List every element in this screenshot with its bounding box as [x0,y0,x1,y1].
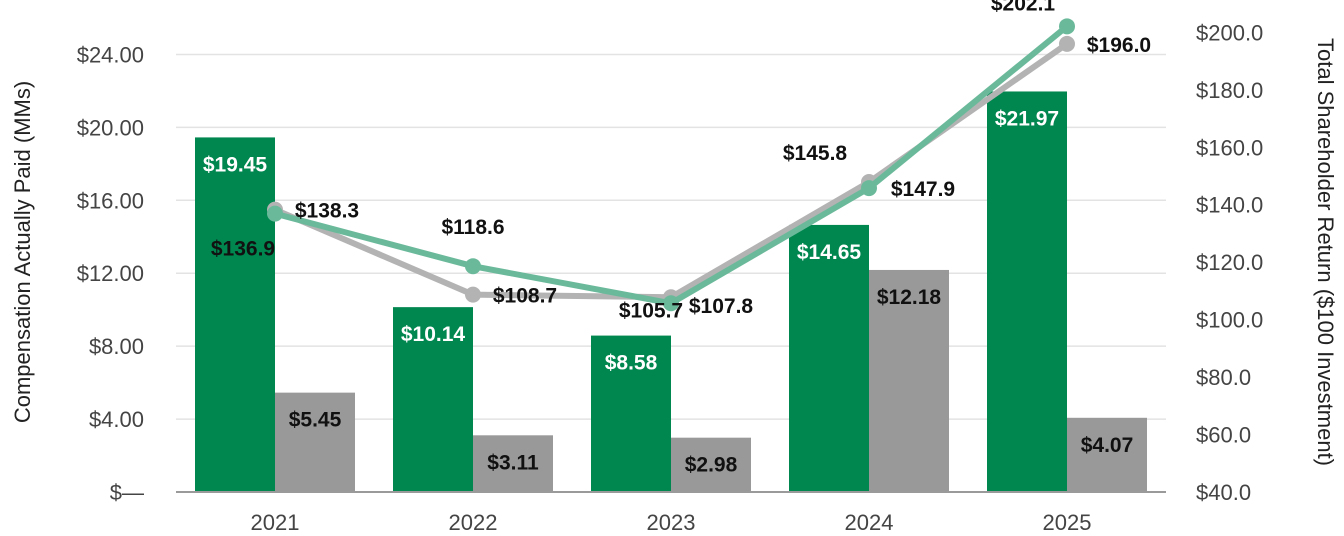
green-bar-label: $8.58 [605,352,658,375]
green-line-point-label: $202.1 [991,0,1056,15]
y2-tick-label: $140.0 [1196,193,1263,218]
green-line-point-label: $145.8 [783,142,848,165]
green-bar [393,307,473,492]
gray-line-point [1059,35,1075,52]
axes: $— $4.00 $8.00 $12.00 $16.00 $20.00 $24.00 $40.… [77,20,1264,535]
y2-tick-label: $180.0 [1196,78,1263,103]
y-tick-label: $— [110,480,144,505]
green-line-point [465,258,481,275]
green-line-point [267,205,283,222]
y-tick-label: $4.00 [89,407,144,432]
green-bar-label: $19.45 [203,153,268,176]
bars [195,91,1147,492]
gray-bar-label: $5.45 [289,409,342,432]
gray-line-point-label: $108.7 [493,285,557,308]
y-tick-label: $20.00 [77,115,144,140]
y2-tick-label: $200.0 [1196,20,1263,45]
green-line-point [1059,18,1075,35]
green-bar-label: $21.97 [995,107,1059,130]
gray-bar [275,392,355,492]
y2-tick-label: $100.0 [1196,308,1263,333]
gray-line [273,41,1069,301]
y2-axis-title: Total Shareholder Return ($100 Investmen… [1313,38,1338,466]
x-tick-label: 2023 [647,510,696,535]
y-axis-title: Compensation Actually Paid (MMs) [10,81,35,423]
gray-bar-label: $12.18 [877,286,942,309]
gray-line-point-label: $196.0 [1087,34,1151,57]
y-tick-label: $16.00 [77,188,144,213]
gray-bar [473,435,553,492]
green-line-point [861,180,877,197]
green-line-point-label: $105.7 [619,299,683,322]
green-bar [195,137,275,492]
green-line-point-label: $136.9 [211,238,275,261]
green-bar [789,224,869,492]
x-tick-label: 2025 [1043,510,1092,535]
y-tick-label: $8.00 [89,334,144,359]
y2-tick-label: $160.0 [1196,135,1263,160]
green-bar [987,91,1067,492]
gray-bar-label: $4.07 [1081,434,1134,457]
y2-tick-label: $120.0 [1196,250,1263,275]
data-labels: $19.45 $5.45 $10.14 $3.11 $8.58 $2.98 $14.65 $1… [203,0,1151,477]
green-line-point-label: $118.6 [441,216,504,239]
gray-bar-label: $2.98 [685,454,738,477]
gray-bar [1067,417,1147,492]
gray-bar [869,269,949,492]
y-tick-label: $24.00 [77,42,144,67]
green-bar-label: $10.14 [401,323,466,346]
x-tick-label: 2021 [251,510,300,535]
gray-bar [671,437,751,492]
y2-tick-label: $60.0 [1196,423,1251,448]
green-bar-label: $14.65 [797,241,862,264]
gray-line-point-label: $107.8 [689,295,754,318]
green-bar [591,335,671,492]
gray-line-point [465,286,481,303]
x-tick-label: 2024 [845,510,894,535]
y-tick-label: $12.00 [77,261,144,286]
gray-line-point-label: $147.9 [891,178,955,201]
tsr-lines [267,18,1075,312]
gray-bar-label: $3.11 [487,451,539,474]
y2-tick-label: $40.0 [1196,480,1251,505]
green-line-point [663,295,679,312]
y2-tick-label: $80.0 [1196,365,1251,390]
x-tick-label: 2022 [449,510,498,535]
gray-line-point-label: $138.3 [295,200,359,223]
